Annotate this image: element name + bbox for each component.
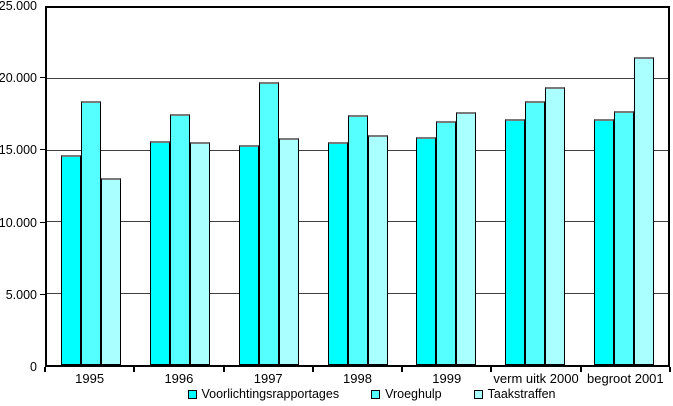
bar <box>170 113 191 365</box>
bar <box>347 115 368 365</box>
x-axis-tick <box>311 367 314 372</box>
bar <box>456 112 477 365</box>
y-axis: 25.000 20.000 15.000 10.000 5.000 0 <box>0 0 45 374</box>
y-axis-label: 0 <box>30 360 37 374</box>
x-axis-label-1999: 1999 <box>432 371 462 386</box>
y-axis-label: 20.000 <box>0 71 37 86</box>
x-axis-label-1997: 1997 <box>253 371 283 386</box>
x-axis-label-1995: 1995 <box>75 371 105 386</box>
bar <box>436 120 457 365</box>
x-axis-tick <box>579 367 582 372</box>
y-axis-tick <box>40 221 45 223</box>
x-axis-tick <box>222 367 225 372</box>
bar <box>81 100 102 365</box>
legend-label: Taakstraffen <box>487 387 556 401</box>
gridline <box>47 78 668 80</box>
legend-label: Voorlichtingsrapportages <box>201 387 340 401</box>
bar-group-1999 <box>402 8 491 365</box>
bar <box>101 177 122 365</box>
x-axis-tick <box>669 367 671 372</box>
bar <box>593 119 614 365</box>
x-axis-labels: 1995 1996 1997 1998 1999 verm uitk 2000 … <box>45 371 670 386</box>
bar-group-1998 <box>313 8 402 365</box>
legend-marker-icon <box>187 389 197 399</box>
plot-area <box>45 6 670 367</box>
bar <box>416 136 437 365</box>
bar <box>238 145 259 365</box>
bar-group-1997 <box>224 8 313 365</box>
legend-item-voorlichtingsrapportages: Voorlichtingsrapportages <box>187 387 340 401</box>
x-axis-label-1996: 1996 <box>164 371 194 386</box>
legend-item-taakstraffen: Taakstraffen <box>473 387 556 401</box>
bar <box>150 140 171 365</box>
legend-item-vroeghulp: Vroeghulp <box>371 387 442 401</box>
x-axis-tick <box>490 367 493 372</box>
bar <box>258 82 279 365</box>
x-ticks <box>44 367 671 372</box>
x-axis-label-1998: 1998 <box>343 371 372 386</box>
bar <box>504 119 525 365</box>
bar <box>61 155 82 365</box>
legend-label: Vroeghulp <box>385 387 442 401</box>
y-axis-label: 10.000 <box>0 215 37 230</box>
bar-group-begroot-2001 <box>579 8 668 365</box>
bar <box>633 56 654 365</box>
bar <box>544 86 565 365</box>
x-axis-label-begroot-2001: begroot 2001 <box>587 371 664 386</box>
bar <box>367 135 388 365</box>
y-axis-label: 15.000 <box>0 143 37 158</box>
bar <box>524 100 545 365</box>
bar <box>278 137 299 365</box>
y-axis-label: 5.000 <box>5 287 37 302</box>
bar-group-verm-uitk-2000 <box>491 8 580 365</box>
y-axis-tick <box>40 77 45 79</box>
bar-group-1995 <box>47 8 136 365</box>
x-axis-tick <box>401 367 404 372</box>
legend-marker-icon <box>473 389 483 399</box>
x-axis-label-verm-uitk-2000: verm uitk 2000 <box>493 371 579 386</box>
bar <box>327 142 348 365</box>
bar-group-1996 <box>136 8 225 365</box>
legend-marker-icon <box>371 389 381 399</box>
y-axis-tick <box>40 293 45 295</box>
x-axis-tick <box>44 367 46 372</box>
y-axis-label: 25.000 <box>0 0 37 13</box>
x-axis-tick <box>133 367 136 372</box>
bar <box>190 142 211 365</box>
bars-area <box>47 8 668 365</box>
y-axis-tick <box>40 149 45 151</box>
bar <box>613 110 634 365</box>
legend: Voorlichtingsrapportages Vroeghulp Taaks… <box>0 387 673 401</box>
